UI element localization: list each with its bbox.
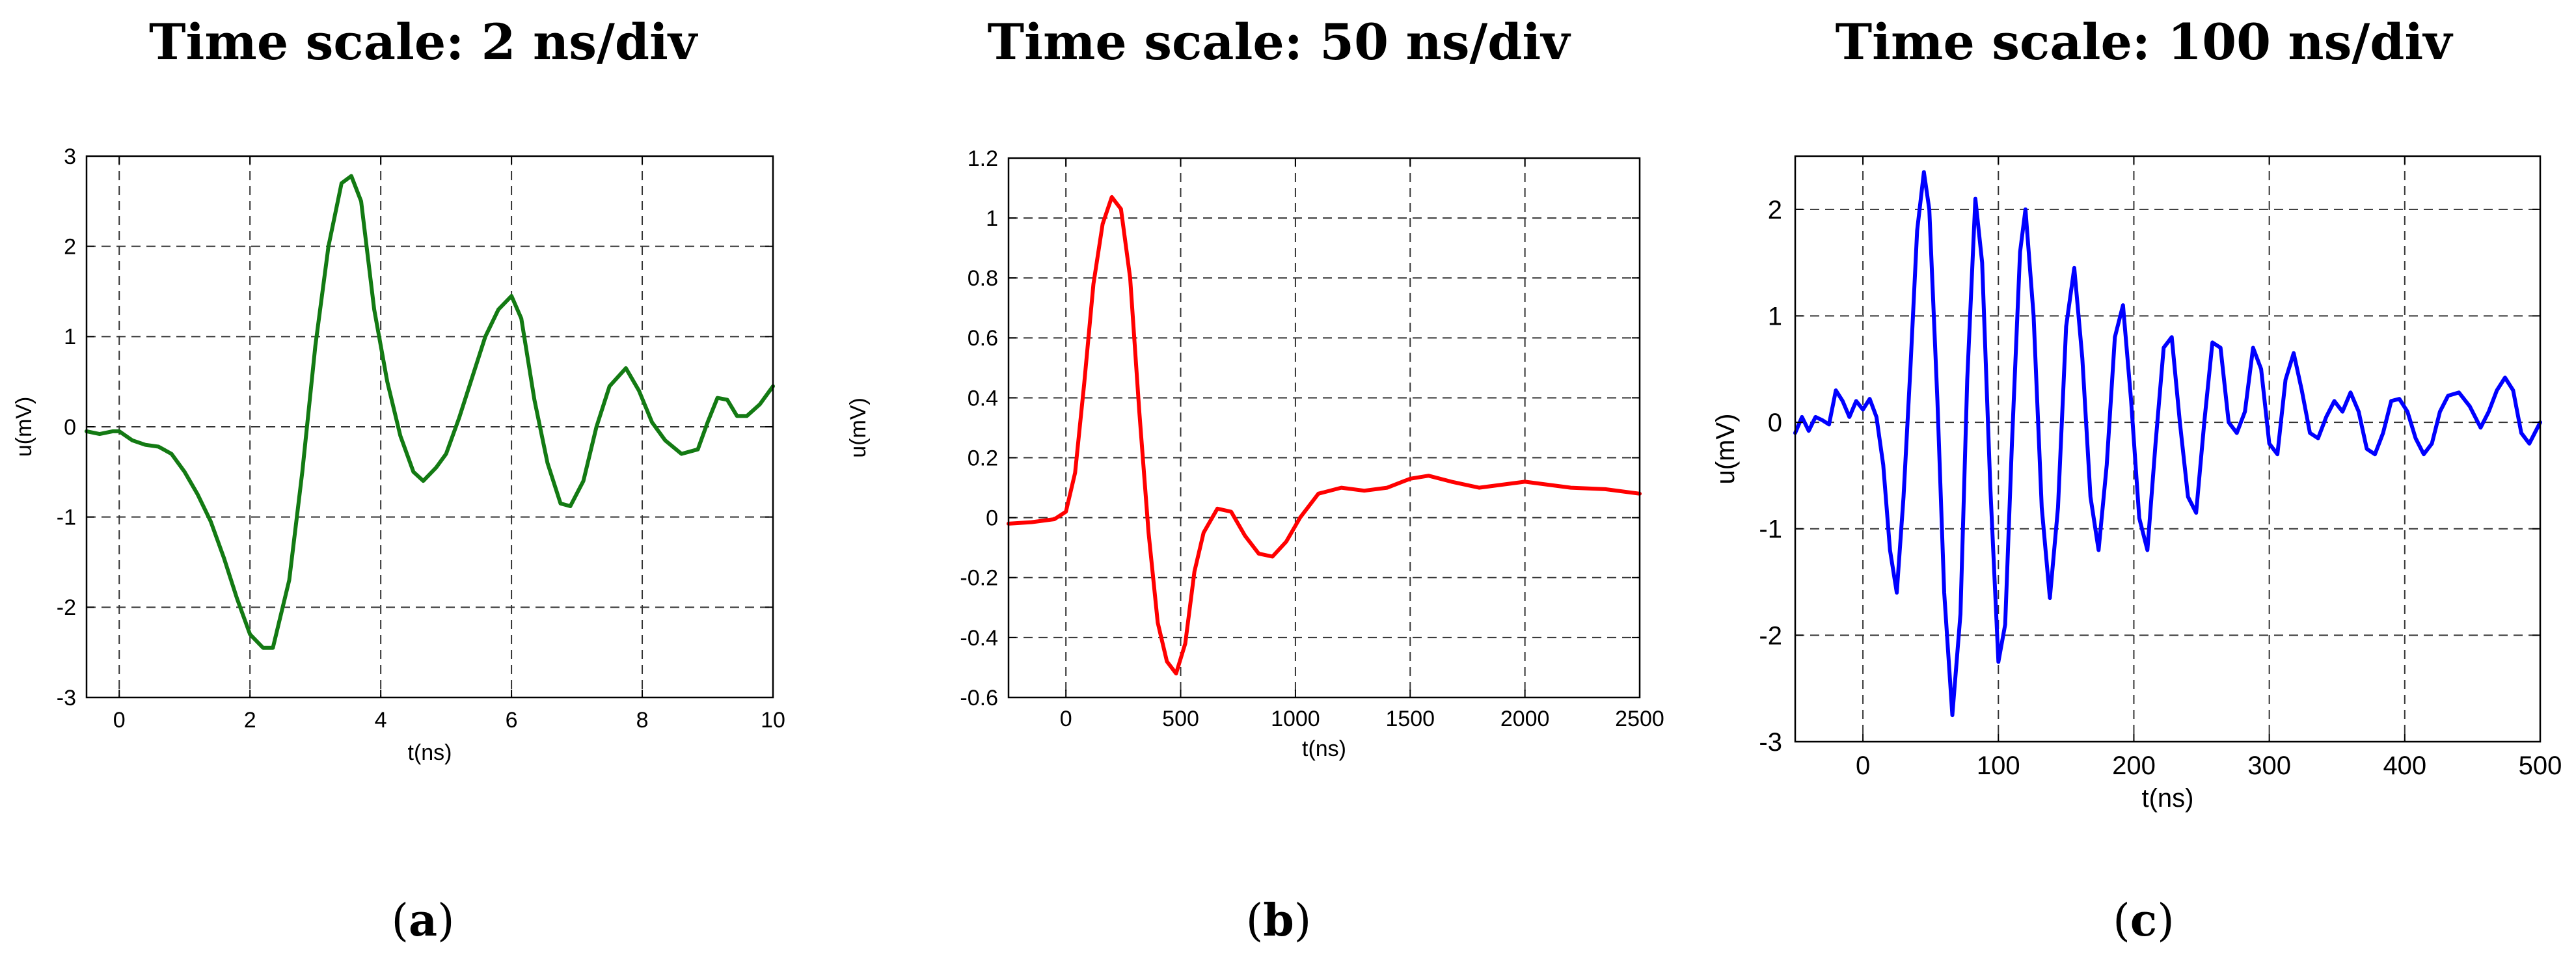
x-tick-label: 100 — [1977, 751, 2020, 780]
x-axis-label: t(ns) — [1302, 736, 1346, 761]
plot-frame — [85, 155, 774, 699]
y-axis-label: u(mV) — [846, 398, 871, 458]
x-tick-label: 6 — [506, 708, 518, 733]
chart-a: 0 2 4 6 8 10 -3 -2 -1 0 1 2 3 t(ns) u(mV) — [12, 144, 785, 765]
plot-frame — [1007, 157, 1641, 699]
x-tick-label: 1500 — [1385, 707, 1435, 731]
x-tick-label: 2 — [244, 708, 256, 733]
y-tick-label: -3 — [57, 686, 76, 710]
y-tick-label: -1 — [57, 506, 76, 530]
chart-title-a: Time scale: 2 ns/div — [148, 13, 697, 71]
x-tick-label: 500 — [1162, 707, 1199, 731]
x-tick-label: 300 — [2247, 751, 2291, 780]
y-tick-label: 1 — [986, 206, 998, 231]
y-tick-label: -2 — [1759, 621, 1782, 650]
x-tick-label: 0 — [1856, 751, 1870, 780]
x-tick-label: 200 — [2112, 751, 2156, 780]
y-tick-label: 0 — [64, 415, 76, 440]
y-tick-label: 0.8 — [968, 266, 998, 291]
y-tick-label: 0 — [1768, 409, 1782, 437]
x-tick-label: 0 — [1060, 707, 1072, 731]
y-tick-label: -1 — [1759, 515, 1782, 544]
series-line — [1793, 170, 2542, 718]
chart-c: 0 100 200 300 400 500 -3 -2 -1 0 1 2 t(ns) u(mV) — [1711, 155, 2562, 813]
x-axis-label: t(ns) — [2142, 784, 2194, 813]
y-tick-label: -0.6 — [960, 686, 998, 710]
y-tick-label: 0.4 — [968, 386, 998, 411]
x-tick-label: 2000 — [1500, 707, 1550, 731]
y-tick-label: 1 — [1768, 302, 1782, 331]
y-tick-label: 1 — [64, 325, 76, 349]
y-tick-label: 1.2 — [968, 146, 998, 171]
y-tick-label: -3 — [1759, 728, 1782, 757]
y-tick-label: -2 — [57, 595, 76, 620]
y-tick-label: 2 — [1768, 196, 1782, 224]
chart-panel-c: Time scale: 100 ns/div 0 100 200 300 400 500 -… — [1711, 0, 2576, 959]
x-tick-label: 10 — [761, 708, 785, 733]
y-tick-label: 0.6 — [968, 326, 998, 351]
x-tick-label: 0 — [113, 708, 126, 733]
x-tick-label: 400 — [2383, 751, 2426, 780]
chart-panel-b: Time scale: 50 ns/div 0 500 1000 1500 2000 25… — [846, 0, 1711, 959]
x-tick-label: 500 — [2519, 751, 2562, 780]
y-axis-label: u(mV) — [12, 397, 36, 457]
panel-label-a: (a) — [391, 895, 455, 947]
x-tick-label: 2500 — [1615, 707, 1664, 731]
x-tick-label: 1000 — [1271, 707, 1320, 731]
x-tick-label: 8 — [636, 708, 649, 733]
y-tick-label: -0.4 — [960, 626, 998, 651]
y-tick-label: 3 — [64, 144, 76, 169]
y-tick-label: 0.2 — [968, 446, 998, 470]
panel-label-b: (b) — [1245, 895, 1312, 947]
y-tick-label: 0 — [986, 506, 998, 531]
series-line — [85, 174, 775, 650]
plot-frame — [1794, 155, 2542, 743]
y-axis-label: u(mV) — [1711, 414, 1740, 485]
chart-title-c: Time scale: 100 ns/div — [1835, 13, 2452, 71]
chart-b: 0 500 1000 1500 2000 2500 -0.6 -0.4 -0.2 0 0.2 0.4 0… — [846, 146, 1664, 761]
y-tick-label: -0.2 — [960, 566, 998, 591]
panel-label-c: (c) — [2113, 895, 2175, 947]
chart-title-b: Time scale: 50 ns/div — [987, 13, 1570, 71]
chart-panel-a: Time scale: 2 ns/div 0 2 4 6 8 10 -3 -2 -1 0 1 2 3 t(… — [0, 0, 846, 959]
y-tick-label: 2 — [64, 235, 76, 260]
series-line — [1007, 195, 1642, 676]
x-tick-label: 4 — [375, 708, 387, 733]
x-axis-label: t(ns) — [408, 740, 452, 765]
